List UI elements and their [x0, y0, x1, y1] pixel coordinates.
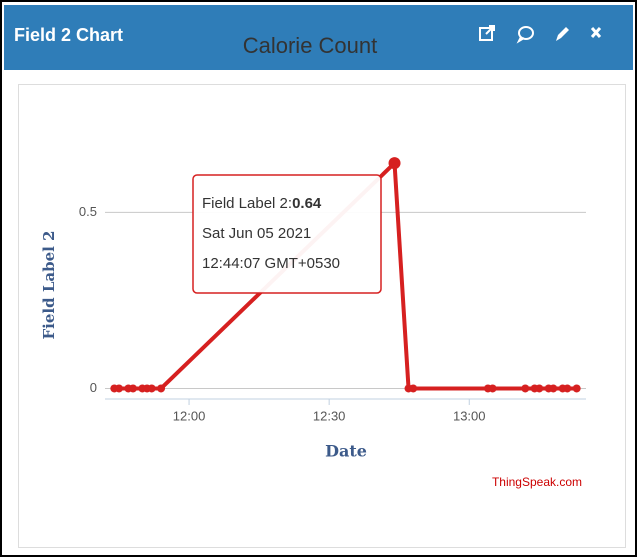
header-icons [479, 25, 602, 44]
comment-icon[interactable] [516, 26, 534, 44]
point [488, 384, 497, 393]
header: Field 2 Chart [4, 5, 633, 70]
tooltip-box [192, 174, 382, 294]
y-tick-label: 0 [90, 380, 97, 395]
credit[interactable]: ThingSpeak.com [492, 475, 582, 489]
point [549, 384, 558, 393]
point [521, 384, 530, 393]
chart-panel [18, 84, 626, 548]
tooltip-label: Field Label 2: [202, 195, 292, 212]
tooltip-line: Field Label 2:0.64 [202, 195, 322, 212]
point [157, 384, 166, 393]
tooltip: Field Label 2:0.64 Sat Jun 05 2021 12:44:0… [192, 174, 382, 294]
y-axis-label: Field Label 2 [40, 231, 58, 340]
y-tick-label: 0.5 [79, 204, 97, 219]
x-tick-label: 12:30 [313, 408, 346, 423]
x-axis-label: Date [325, 442, 367, 461]
x-tick-label: 13:00 [453, 408, 486, 423]
point [147, 384, 156, 393]
point [129, 384, 138, 393]
point [535, 384, 544, 393]
edit-icon[interactable] [556, 27, 569, 41]
chart-title: Calorie Count [243, 33, 378, 58]
open-icon[interactable] [479, 25, 495, 41]
point [409, 384, 418, 393]
panel-title: Field 2 Chart [14, 25, 124, 45]
point [572, 384, 581, 393]
tooltip-value: 0.64 [292, 195, 322, 212]
point [563, 384, 572, 393]
tooltip-time: 12:44:07 GMT+0530 [202, 255, 340, 272]
close-icon[interactable] [590, 27, 602, 38]
point [115, 384, 124, 393]
tooltip-date: Sat Jun 05 2021 [202, 225, 311, 242]
point [388, 157, 401, 170]
x-tick-label: 12:00 [173, 408, 206, 423]
